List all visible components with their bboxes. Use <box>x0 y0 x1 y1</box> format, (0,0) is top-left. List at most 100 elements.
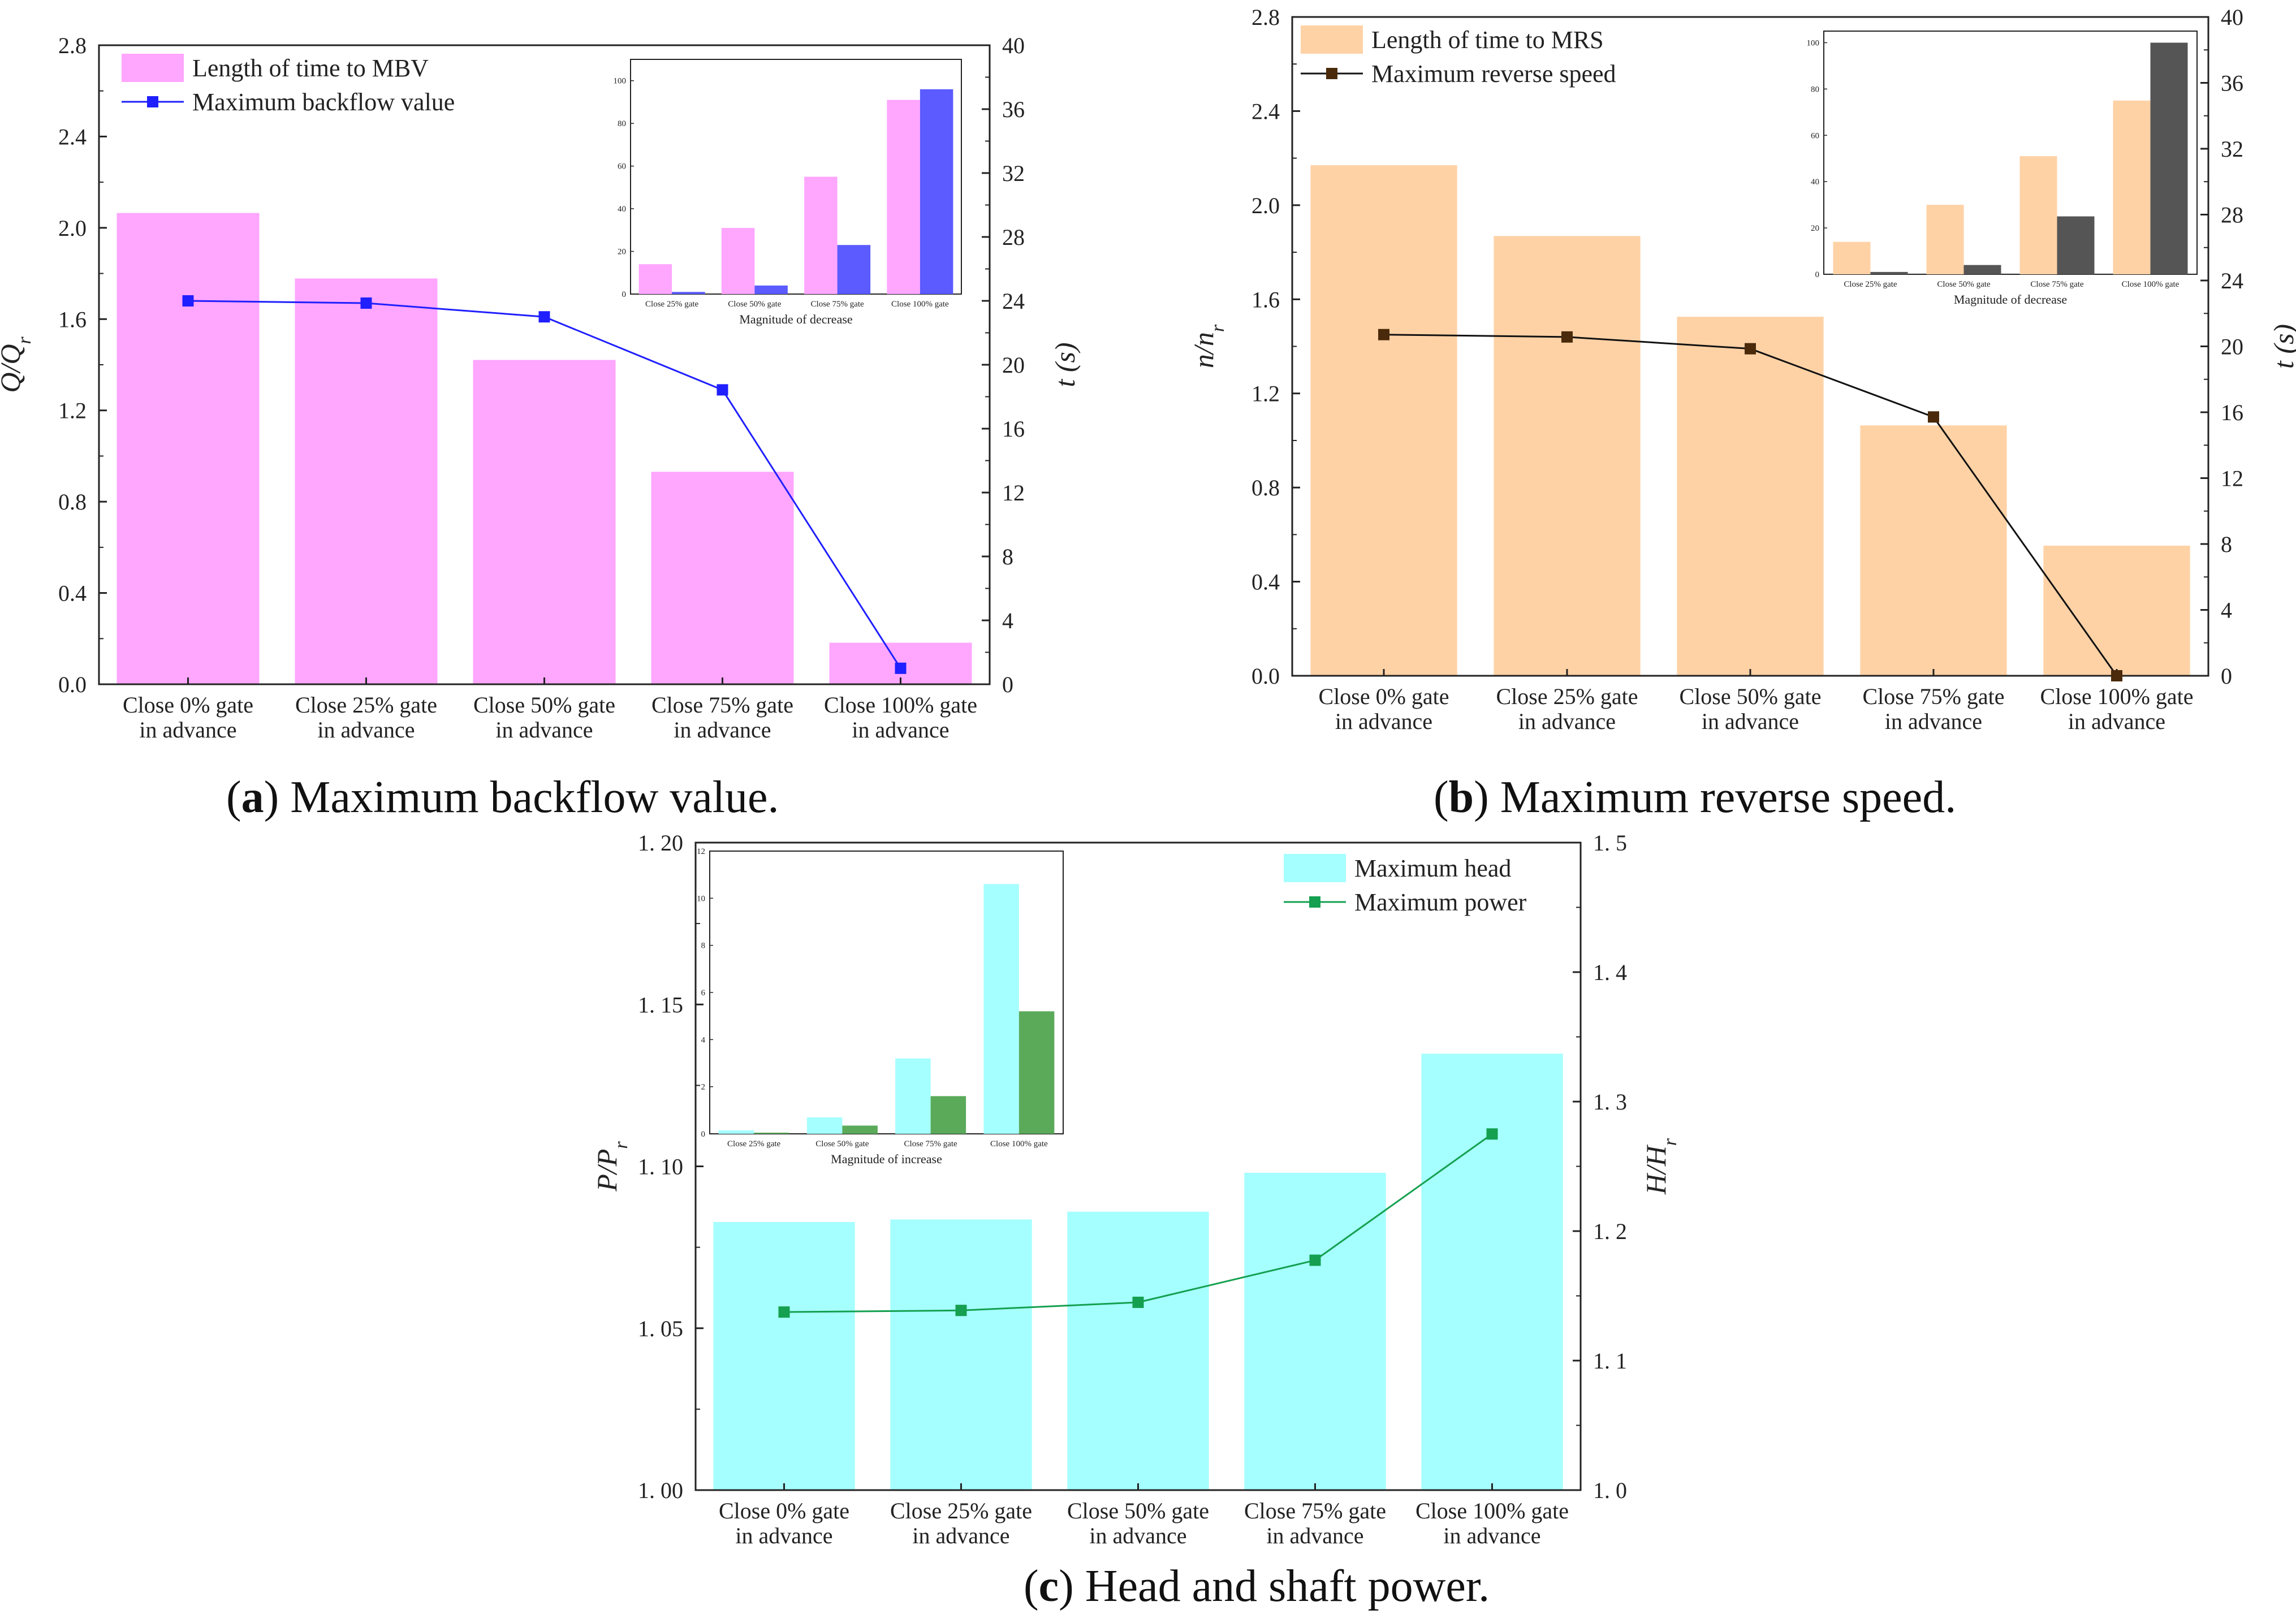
inset-bar-b-1-0 <box>1870 271 1908 274</box>
ytick-label-left-c-0: 1. 00 <box>638 1478 683 1503</box>
xtick-label-b-4: Close 100% gate in advance <box>2040 684 2193 734</box>
ytick-label-right-c-4: 1. 4 <box>1593 960 1627 985</box>
inset-bar-c-1-2 <box>930 1096 966 1134</box>
xtick-label-line-c-1-1: in advance <box>912 1523 1009 1548</box>
xtick-label-line-c-4-1: in advance <box>1443 1523 1540 1548</box>
inset-bar-c-0-3 <box>983 884 1019 1134</box>
bar-a-3 <box>651 472 794 684</box>
ytick-label-right-b-2: 8 <box>2221 532 2232 557</box>
line-point-c-1 <box>955 1305 967 1316</box>
legend-marker-b <box>1326 68 1337 79</box>
ytick-label-right-a-0: 0 <box>1002 672 1013 697</box>
ytick-label-left-b-6: 2.4 <box>1251 98 1280 124</box>
line-point-a-1 <box>360 297 372 309</box>
bar-b-2 <box>1677 317 1824 676</box>
inset-bar-b-0-2 <box>2019 156 2057 274</box>
legend-label-bar-b: Length of time to MRS <box>1371 26 1604 54</box>
line-point-a-4 <box>895 662 907 674</box>
xtick-label-a-4: Close 100% gate in advance <box>824 692 977 743</box>
line-point-c-4 <box>1486 1128 1498 1140</box>
ytick-label-left-a-7: 2.8 <box>58 33 87 58</box>
ytick-label-right-a-5: 20 <box>1002 352 1025 378</box>
xtick-label-c-1: Close 25% gate in advance <box>890 1498 1032 1548</box>
xtick-label-line-b-1-1: in advance <box>1518 709 1616 734</box>
ylabel-right-b: t (s) <box>2268 324 2296 369</box>
bar-c-2 <box>1067 1211 1209 1490</box>
inset-tick-label-b-4: 80 <box>1811 85 1819 94</box>
bar-b-3 <box>1860 425 2007 676</box>
ytick-label-right-b-9: 36 <box>2221 71 2243 96</box>
ylabel-right-c: H/Hr <box>1640 1138 1681 1195</box>
inset-category-c-2: Close 75% gate <box>904 1139 957 1149</box>
ytick-label-right-b-1: 4 <box>2221 598 2232 623</box>
inset-xlabel-c: Magnitude of increase <box>831 1152 942 1166</box>
inset-category-a-3: Close 100% gate <box>891 300 949 309</box>
inset-tick-label-c-4: 8 <box>701 942 706 951</box>
bar-a-2 <box>473 360 616 684</box>
inset-tick-label-c-3: 6 <box>701 989 706 998</box>
inset-category-b-3: Close 100% gate <box>2122 280 2180 289</box>
inset-tick-label-b-2: 40 <box>1811 178 1819 187</box>
caption-a-text: ) Maximum backflow value. <box>264 772 779 822</box>
ytick-label-right-a-1: 4 <box>1002 608 1013 633</box>
ylabel-left-main-c: P/P <box>591 1149 623 1192</box>
ytick-label-right-a-6: 24 <box>1002 288 1025 314</box>
inset-tick-label-c-0: 0 <box>701 1130 706 1139</box>
ytick-label-right-b-3: 12 <box>2221 466 2243 491</box>
xtick-label-line-c-3-0: Close 75% gate <box>1244 1498 1386 1523</box>
inset-bar-a-1-1 <box>754 285 788 294</box>
ytick-label-right-a-9: 36 <box>1002 97 1025 122</box>
ylabel-left-sub-a: r <box>14 336 35 344</box>
inset-tick-label-b-1: 20 <box>1811 224 1819 233</box>
inset-xlabel-a: Magnitude of decrease <box>739 312 852 326</box>
caption-b-text: ) Maximum reverse speed. <box>1474 772 1957 822</box>
line-point-a-3 <box>717 384 728 396</box>
xtick-label-a-3: Close 75% gate in advance <box>651 692 793 743</box>
xtick-label-line-b-0-0: Close 0% gate <box>1318 684 1449 709</box>
xtick-label-line-a-0-1: in advance <box>139 717 236 743</box>
xtick-label-line-b-0-1: in advance <box>1335 709 1432 734</box>
inset-category-b-1: Close 50% gate <box>1937 280 1990 289</box>
ytick-label-right-c-5: 1. 5 <box>1593 830 1627 856</box>
bar-a-1 <box>295 278 438 684</box>
line-point-b-0 <box>1378 329 1389 340</box>
xtick-label-line-c-3-1: in advance <box>1266 1523 1363 1548</box>
xtick-label-line-b-1-0: Close 25% gate <box>1496 684 1638 709</box>
xtick-label-line-a-2-1: in advance <box>495 717 593 743</box>
ytick-label-left-b-3: 1.2 <box>1251 381 1280 407</box>
inset-bar-a-0-0 <box>638 264 672 294</box>
xtick-label-line-b-3-1: in advance <box>1885 709 1982 734</box>
inset-bar-c-0-1 <box>806 1117 843 1134</box>
inset-category-a-0: Close 25% gate <box>645 300 698 309</box>
xtick-label-line-a-1-0: Close 25% gate <box>295 692 437 718</box>
xtick-label-c-2: Close 50% gate in advance <box>1067 1498 1209 1548</box>
legend-label-bar-c: Maximum head <box>1354 854 1511 882</box>
bar-b-0 <box>1310 165 1457 676</box>
bar-b-4 <box>2043 545 2190 676</box>
xtick-label-line-c-0-1: in advance <box>735 1523 832 1548</box>
inset-category-a-2: Close 75% gate <box>811 300 864 309</box>
xtick-label-line-a-4-0: Close 100% gate <box>824 692 977 718</box>
ylabel-right-main-a: t (s) <box>1049 342 1081 387</box>
ytick-label-left-a-4: 1.6 <box>58 307 87 332</box>
xtick-label-b-1: Close 25% gate in advance <box>1496 684 1638 734</box>
caption-c-letter: c <box>1038 1561 1059 1611</box>
ytick-label-left-a-2: 0.8 <box>58 489 87 515</box>
ylabel-left-sub-c: r <box>611 1141 632 1149</box>
inset-xlabel-b: Magnitude of decrease <box>1954 292 2067 307</box>
inset-c: 0 2 4 6 8 10 12 Close 25% gate Close 50% gate Clo… <box>697 847 1064 1166</box>
inset-tick-label-a-5: 100 <box>614 77 627 86</box>
ytick-label-left-a-0: 0.0 <box>58 672 87 697</box>
legend-swatch-bar-c <box>1284 854 1346 882</box>
ylabel-left-a: Q/Qr <box>0 336 35 393</box>
xtick-label-a-0: Close 0% gate in advance <box>123 692 253 743</box>
xtick-label-b-2: Close 50% gate in advance <box>1679 684 1821 734</box>
inset-tick-label-c-5: 10 <box>697 894 705 903</box>
inset-bar-c-0-2 <box>895 1058 931 1134</box>
inset-bar-b-0-3 <box>2113 100 2151 274</box>
inset-tick-label-b-0: 0 <box>1815 270 1820 279</box>
bar-a-0 <box>116 213 260 684</box>
inset-tick-label-a-0: 0 <box>622 290 627 299</box>
caption-c-text: ) Head and shaft power. <box>1059 1561 1490 1611</box>
xtick-label-line-b-4-1: in advance <box>2068 709 2165 734</box>
